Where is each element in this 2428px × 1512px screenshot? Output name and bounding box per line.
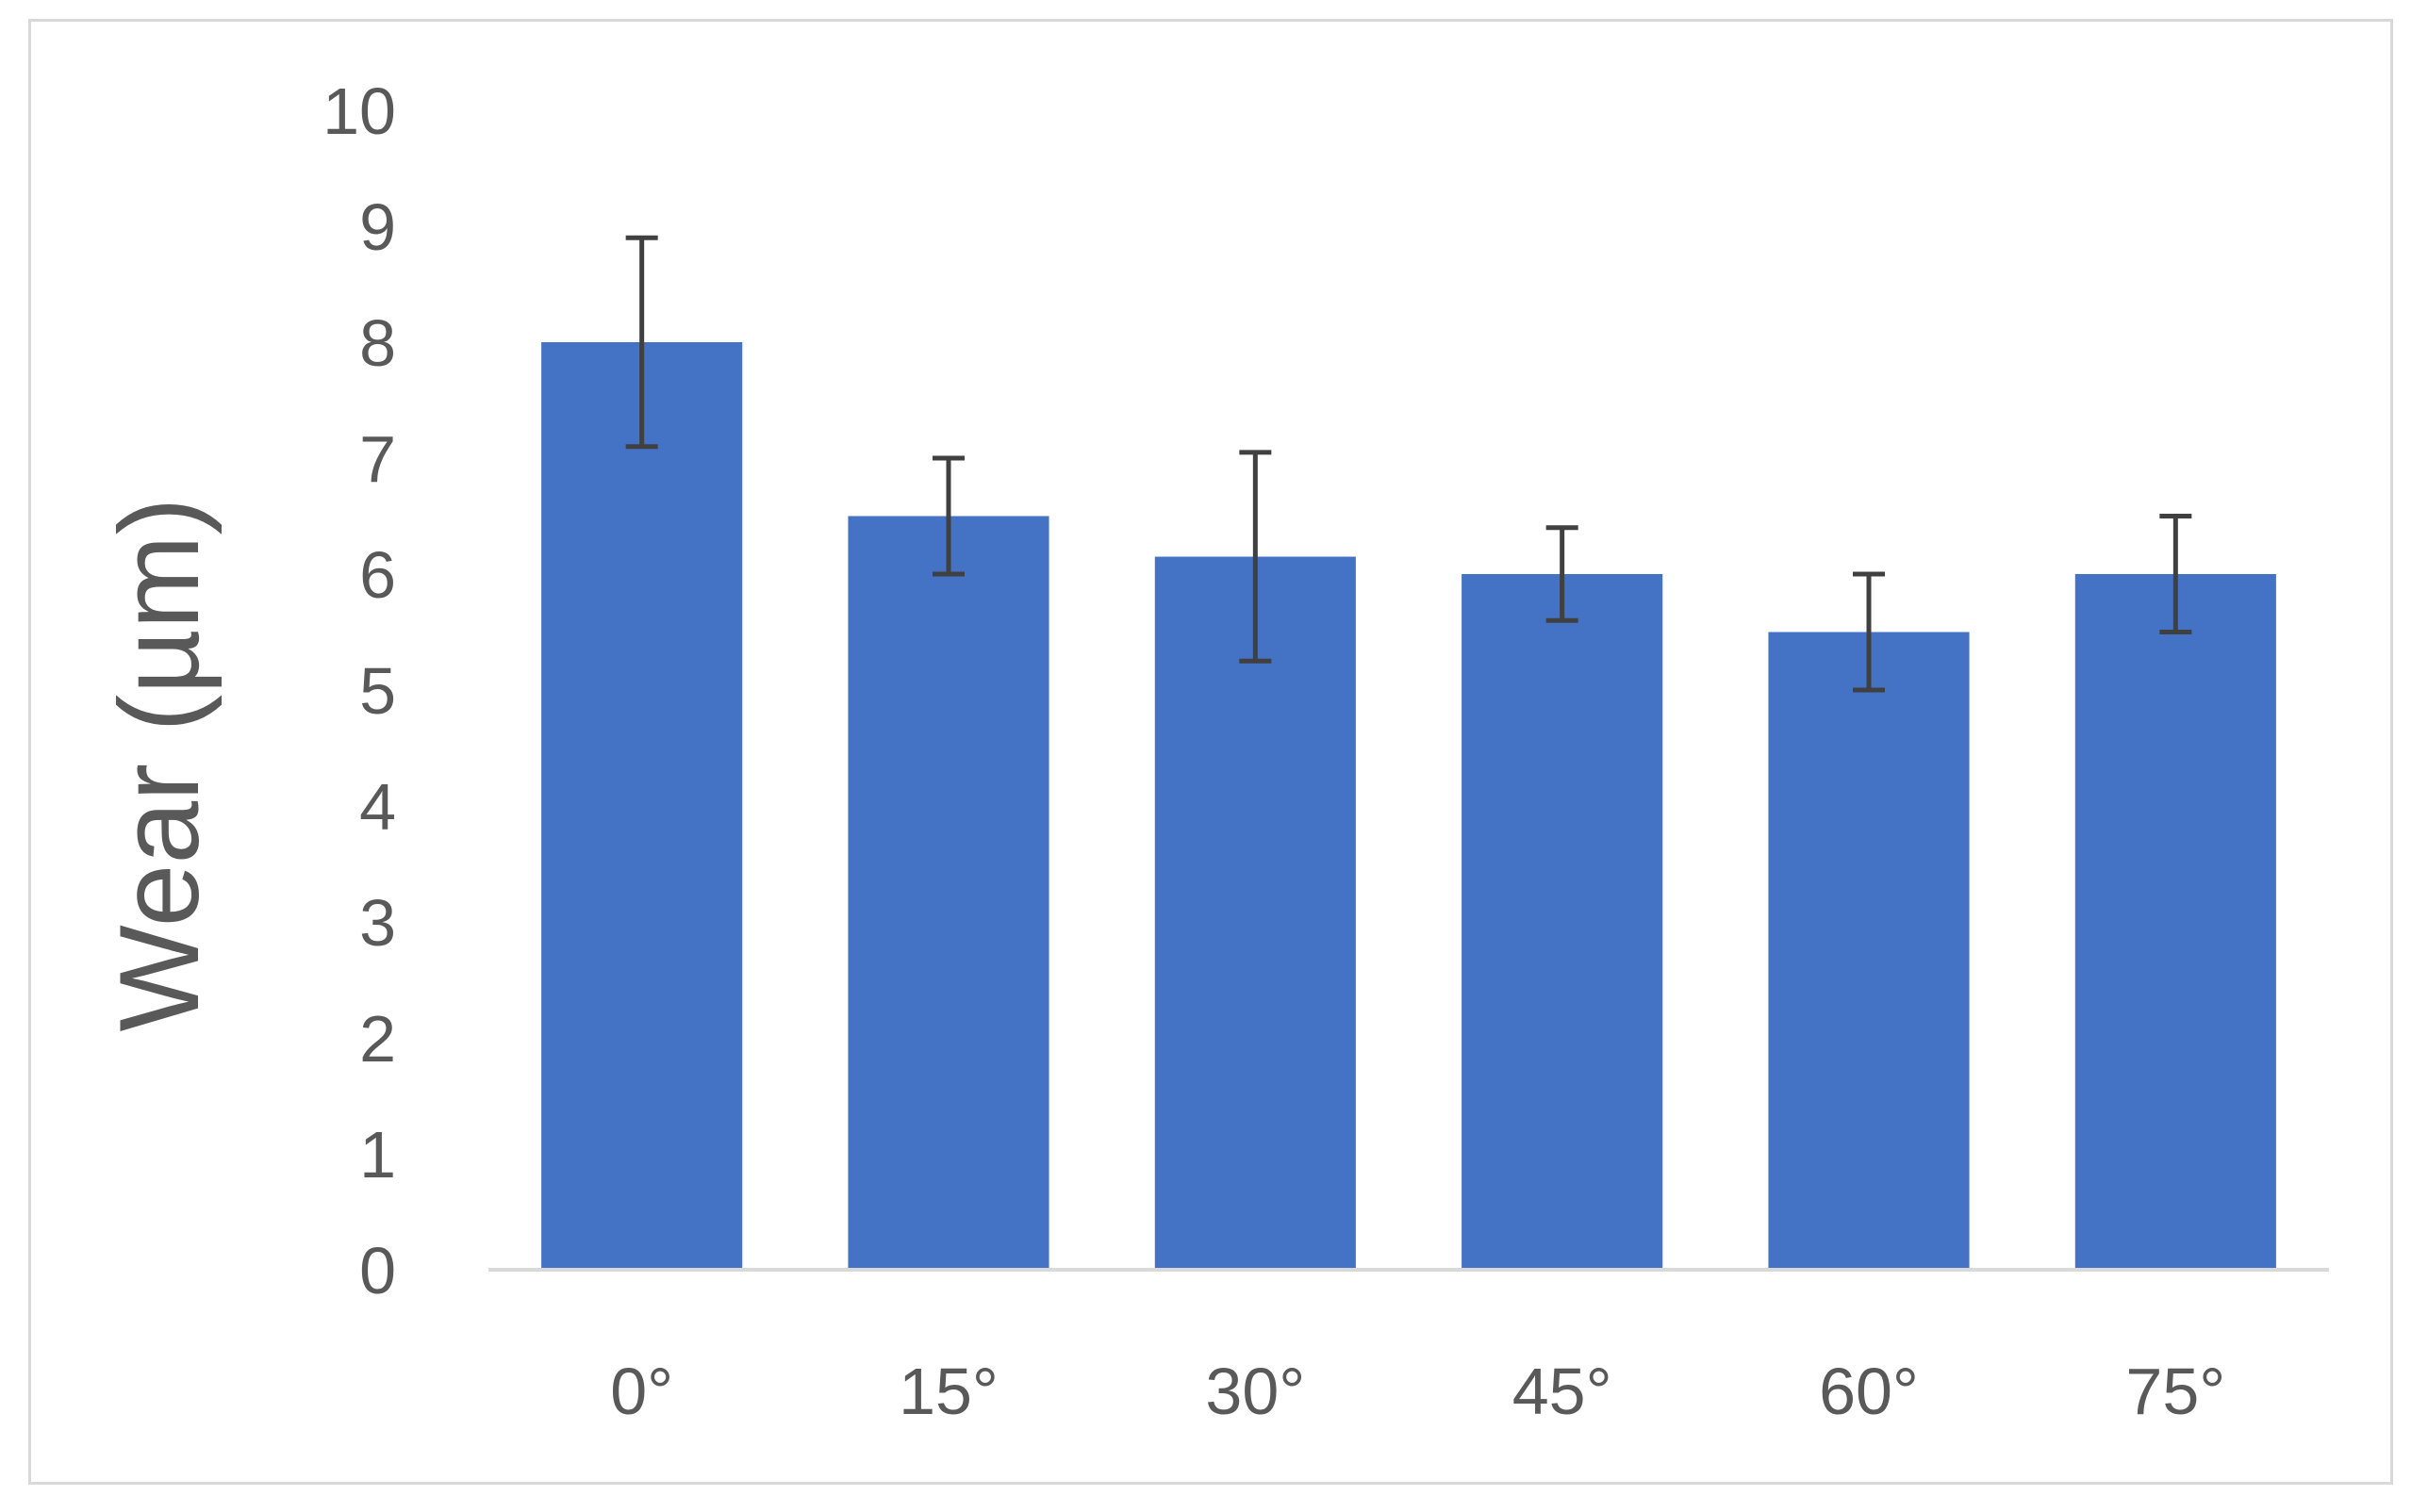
- y-tick-label-7: 7: [359, 422, 396, 496]
- bar-5: [2074, 574, 2276, 1270]
- y-axis-title: Wear (µm): [96, 498, 223, 1032]
- y-tick-label-8: 8: [359, 306, 396, 380]
- y-tick-label-0: 0: [359, 1234, 396, 1307]
- error-bar-0: [625, 235, 658, 450]
- x-tick-label-0: 0°: [610, 1355, 673, 1428]
- x-tick-label-3: 45°: [1512, 1355, 1612, 1428]
- y-tick-labels: 0 1 2 3 4 5 6 7 8 9 10: [322, 74, 396, 1307]
- error-bars-layer: [625, 235, 2192, 693]
- error-bar-1: [933, 455, 965, 577]
- x-tick-label-1: 15°: [899, 1355, 999, 1428]
- y-tick-label-3: 3: [359, 886, 396, 960]
- bar-1: [848, 516, 1049, 1270]
- y-tick-label-6: 6: [359, 538, 396, 612]
- bar-4: [1768, 632, 1970, 1270]
- y-tick-label-4: 4: [359, 770, 396, 844]
- x-tick-label-2: 30°: [1205, 1355, 1305, 1428]
- error-bar-3: [1545, 525, 1578, 623]
- bars-layer: [541, 342, 2276, 1270]
- error-bar-2: [1239, 450, 1272, 664]
- bar-2: [1154, 556, 1356, 1270]
- y-tick-label-2: 2: [359, 1002, 396, 1076]
- y-tick-label-10: 10: [322, 74, 396, 148]
- x-tick-label-4: 60°: [1819, 1355, 1919, 1428]
- error-bar-4: [1853, 571, 1885, 693]
- y-tick-label-9: 9: [359, 190, 396, 264]
- x-tick-label-5: 75°: [2125, 1355, 2225, 1428]
- y-tick-label-1: 1: [359, 1118, 396, 1192]
- y-tick-label-5: 5: [359, 654, 396, 728]
- bar-3: [1462, 574, 1663, 1270]
- bar-0: [541, 342, 743, 1270]
- error-bar-5: [2159, 514, 2192, 634]
- x-tick-labels: 0° 15° 30° 45° 60° 75°: [610, 1355, 2225, 1428]
